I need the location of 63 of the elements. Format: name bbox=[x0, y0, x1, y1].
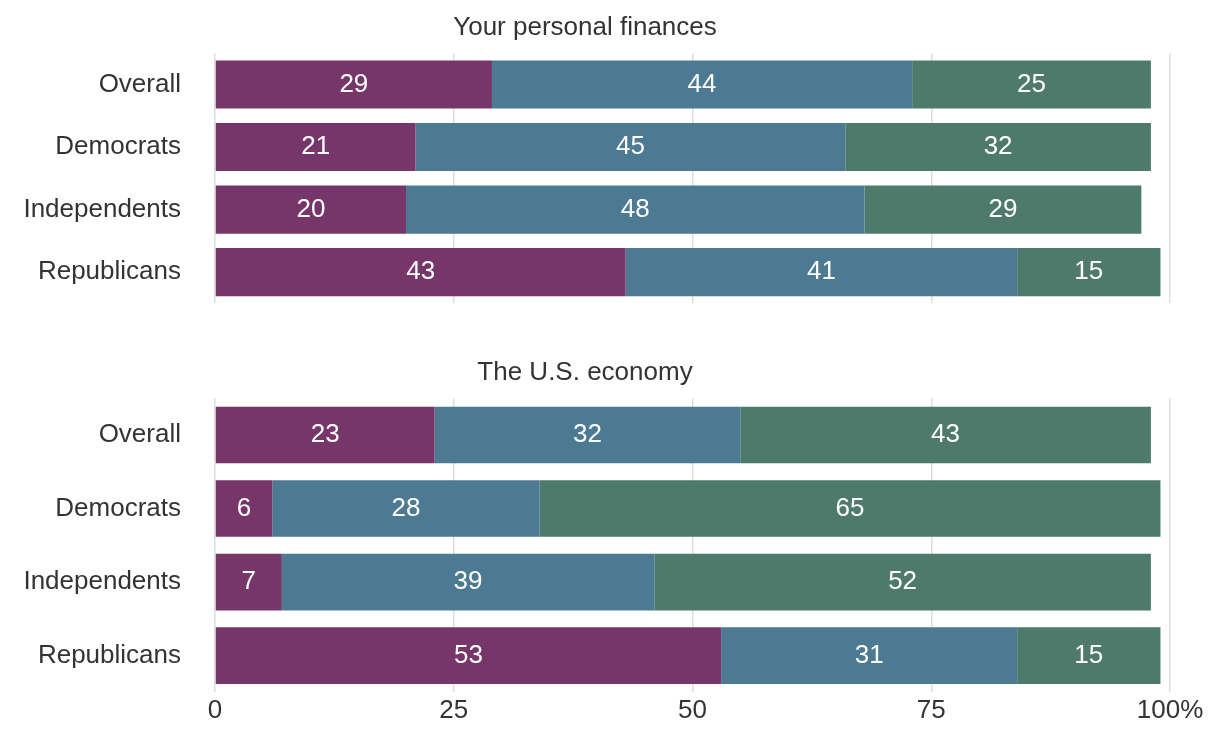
x-tick-label: 75 bbox=[916, 694, 946, 725]
data-label: 48 bbox=[620, 192, 650, 223]
data-label: 29 bbox=[339, 67, 369, 98]
y-tick-label: Democrats bbox=[55, 491, 181, 522]
bar bbox=[415, 122, 846, 172]
x-tick-label: 25 bbox=[439, 694, 469, 725]
bar bbox=[215, 248, 626, 297]
bar bbox=[625, 248, 1018, 297]
data-label: 29 bbox=[988, 192, 1018, 223]
y-tick-label: Republicans bbox=[37, 255, 181, 286]
bar bbox=[281, 553, 655, 611]
bar bbox=[406, 185, 865, 234]
bar bbox=[215, 60, 492, 109]
bar bbox=[1017, 627, 1161, 684]
y-tick-label: Independents bbox=[23, 565, 181, 596]
y-tick-label: Independents bbox=[23, 192, 181, 223]
data-label: 6 bbox=[236, 491, 252, 522]
data-label: 52 bbox=[888, 565, 918, 596]
y-tick-label: Overall bbox=[98, 418, 181, 449]
data-label: 28 bbox=[391, 491, 421, 522]
data-label: 20 bbox=[296, 192, 326, 223]
bar bbox=[654, 553, 1151, 611]
y-tick-label: Democrats bbox=[55, 130, 181, 161]
chart-title: The U.S. economy bbox=[477, 355, 693, 386]
bar bbox=[864, 185, 1142, 234]
y-tick-label: Overall bbox=[98, 67, 181, 98]
bar bbox=[272, 480, 540, 537]
bar bbox=[740, 406, 1151, 464]
bar bbox=[539, 480, 1161, 537]
bar bbox=[215, 480, 273, 537]
bar bbox=[434, 406, 741, 464]
x-tick-label: 0 bbox=[207, 694, 223, 725]
data-label: 15 bbox=[1074, 255, 1104, 286]
data-label: 45 bbox=[615, 130, 645, 161]
data-label: 31 bbox=[854, 638, 884, 669]
data-label: 43 bbox=[406, 255, 436, 286]
bar bbox=[215, 406, 435, 464]
bar bbox=[845, 122, 1151, 172]
data-label: 32 bbox=[983, 130, 1013, 161]
bar bbox=[491, 60, 913, 109]
bar bbox=[215, 185, 406, 234]
data-label: 23 bbox=[310, 418, 340, 449]
data-label: 41 bbox=[806, 255, 836, 286]
x-tick-label: 100% bbox=[1136, 694, 1204, 725]
bar bbox=[1017, 248, 1161, 297]
data-label: 7 bbox=[241, 565, 257, 596]
bar bbox=[215, 553, 282, 611]
data-label: 21 bbox=[301, 130, 331, 161]
bar bbox=[215, 627, 722, 684]
bar bbox=[215, 122, 416, 172]
data-label: 65 bbox=[835, 491, 865, 522]
data-label: 32 bbox=[572, 418, 602, 449]
chart-title: Your personal finances bbox=[453, 10, 717, 41]
bar bbox=[721, 627, 1018, 684]
data-label: 44 bbox=[687, 67, 717, 98]
x-tick-label: 50 bbox=[678, 694, 707, 725]
data-label: 39 bbox=[453, 565, 483, 596]
data-label: 15 bbox=[1074, 638, 1104, 669]
bar bbox=[912, 60, 1151, 109]
data-label: 53 bbox=[453, 638, 483, 669]
data-label: 25 bbox=[1017, 67, 1046, 98]
y-tick-label: Republicans bbox=[37, 638, 181, 669]
data-label: 43 bbox=[931, 418, 961, 449]
